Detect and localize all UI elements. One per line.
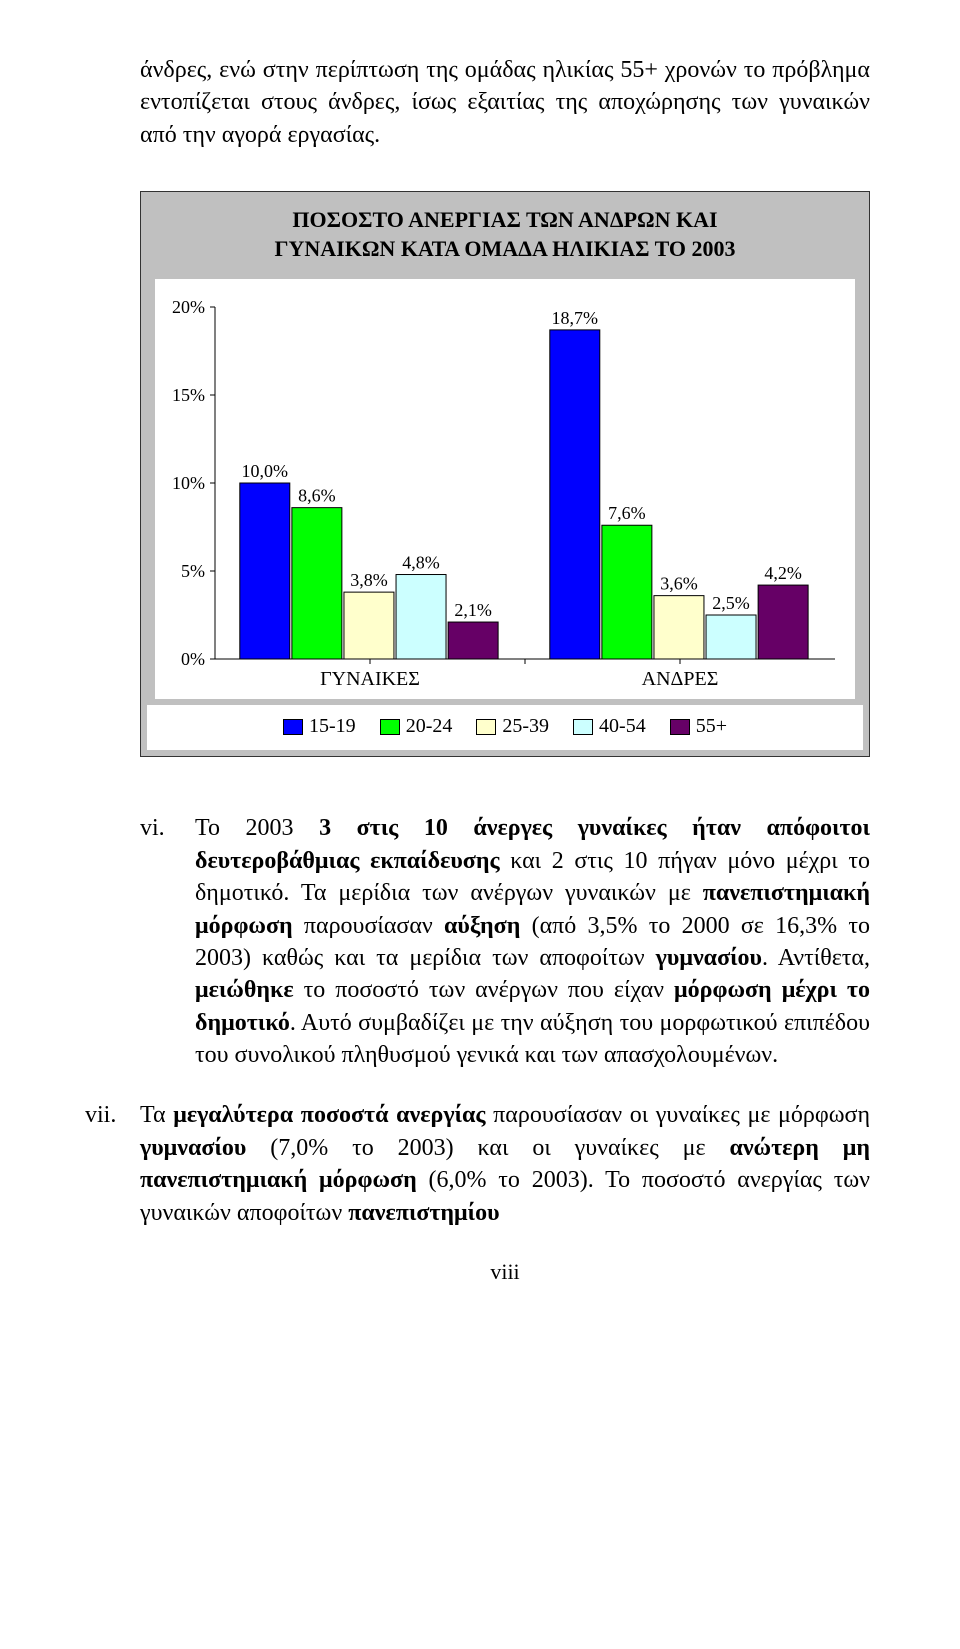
legend-swatch bbox=[670, 719, 690, 735]
legend-item: 15-19 bbox=[283, 715, 356, 738]
chart-plot: 0% 5% 10% 15% 20% 10,0% 8,6% 3,8% 4,8% 2,1% ΓΥΝΑΙΚ… bbox=[155, 279, 855, 699]
intro-paragraph: άνδρες, ενώ στην περίπτωση της ομάδας ηλ… bbox=[140, 54, 870, 151]
list-item-vi: vi. Το 2003 3 στις 10 άνεργες γυναίκες ή… bbox=[140, 812, 870, 1071]
unemployment-chart: ΠΟΣΟΣΤΟ ΑΝΕΡΓΙΑΣ ΤΩΝ ΑΝΔΡΩΝ ΚΑΙ ΓΥΝΑΙΚΩΝ… bbox=[140, 191, 870, 757]
svg-text:5%: 5% bbox=[181, 561, 205, 581]
list-item-vii: vii. Τα μεγαλύτερα ποσοστά ανεργίας παρο… bbox=[140, 1099, 870, 1229]
svg-text:3,6%: 3,6% bbox=[660, 574, 698, 594]
svg-text:20%: 20% bbox=[172, 297, 205, 317]
svg-text:15%: 15% bbox=[172, 385, 205, 405]
legend-swatch bbox=[573, 719, 593, 735]
svg-text:7,6%: 7,6% bbox=[608, 504, 646, 524]
svg-text:18,7%: 18,7% bbox=[552, 308, 599, 328]
list-marker: vii. bbox=[85, 1099, 140, 1229]
legend-item: 20-24 bbox=[380, 715, 453, 738]
svg-text:10%: 10% bbox=[172, 473, 205, 493]
svg-text:ΑΝΔΡΕΣ: ΑΝΔΡΕΣ bbox=[642, 668, 719, 690]
svg-text:2,1%: 2,1% bbox=[454, 600, 492, 620]
legend-swatch bbox=[283, 719, 303, 735]
svg-text:4,8%: 4,8% bbox=[402, 553, 440, 573]
legend-label: 40-54 bbox=[599, 715, 646, 738]
legend-label: 55+ bbox=[696, 715, 727, 738]
legend-label: 25-39 bbox=[502, 715, 549, 738]
svg-text:10,0%: 10,0% bbox=[242, 461, 289, 481]
chart-legend: 15-19 20-24 25-39 40-54 55+ bbox=[147, 705, 863, 750]
svg-text:0%: 0% bbox=[181, 649, 205, 669]
list-body: Τα μεγαλύτερα ποσοστά ανεργίας παρουσίασ… bbox=[140, 1099, 870, 1229]
legend-item: 25-39 bbox=[476, 715, 549, 738]
svg-text:4,2%: 4,2% bbox=[764, 563, 802, 583]
legend-label: 15-19 bbox=[309, 715, 356, 738]
list-marker: vi. bbox=[140, 812, 195, 1071]
ordered-list: vi. Το 2003 3 στις 10 άνεργες γυναίκες ή… bbox=[140, 812, 870, 1229]
legend-swatch bbox=[380, 719, 400, 735]
svg-text:2,5%: 2,5% bbox=[712, 593, 750, 613]
page-number: viii bbox=[140, 1259, 870, 1285]
svg-text:3,8%: 3,8% bbox=[350, 570, 388, 590]
legend-item: 40-54 bbox=[573, 715, 646, 738]
legend-item: 55+ bbox=[670, 715, 727, 738]
chart-title: ΠΟΣΟΣΤΟ ΑΝΕΡΓΙΑΣ ΤΩΝ ΑΝΔΡΩΝ ΚΑΙ ΓΥΝΑΙΚΩΝ… bbox=[147, 206, 863, 263]
list-body: Το 2003 3 στις 10 άνεργες γυναίκες ήταν … bbox=[195, 812, 870, 1071]
legend-label: 20-24 bbox=[406, 715, 453, 738]
legend-swatch bbox=[476, 719, 496, 735]
svg-text:8,6%: 8,6% bbox=[298, 486, 336, 506]
svg-text:ΓΥΝΑΙΚΕΣ: ΓΥΝΑΙΚΕΣ bbox=[320, 668, 420, 690]
